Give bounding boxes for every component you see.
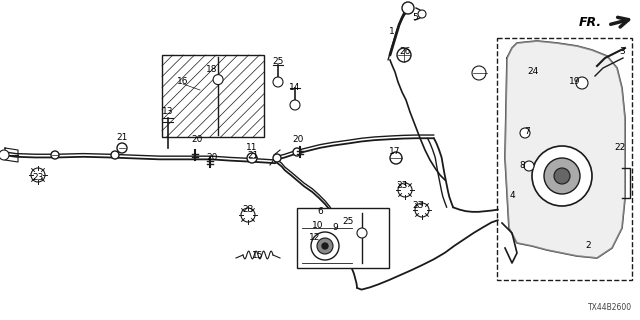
Circle shape [213, 75, 223, 84]
Text: 23: 23 [32, 173, 44, 182]
Circle shape [398, 183, 412, 197]
Circle shape [293, 148, 301, 156]
Circle shape [317, 238, 333, 254]
Text: 12: 12 [309, 234, 321, 243]
Circle shape [576, 77, 588, 89]
Text: 19: 19 [569, 77, 580, 86]
Text: 2: 2 [585, 241, 591, 250]
Circle shape [290, 100, 300, 110]
Text: 24: 24 [527, 68, 539, 76]
Text: 21: 21 [116, 133, 128, 142]
Circle shape [402, 2, 414, 14]
Circle shape [357, 228, 367, 238]
Text: 23: 23 [396, 180, 408, 189]
Text: 4: 4 [509, 190, 515, 199]
Polygon shape [505, 41, 625, 258]
Text: 1: 1 [389, 28, 395, 36]
Text: 10: 10 [312, 220, 324, 229]
Circle shape [418, 10, 426, 18]
Circle shape [247, 153, 257, 163]
Text: 7: 7 [524, 127, 530, 137]
Circle shape [390, 152, 402, 164]
Text: TX44B2600: TX44B2600 [588, 303, 632, 312]
Circle shape [311, 232, 339, 260]
Circle shape [51, 151, 59, 159]
Text: 14: 14 [289, 84, 301, 92]
Text: 23: 23 [243, 205, 253, 214]
Bar [297, 208, 389, 268]
Circle shape [241, 208, 255, 222]
Circle shape [397, 48, 411, 62]
Text: 9: 9 [332, 223, 338, 233]
Text: 17: 17 [389, 148, 401, 156]
Circle shape [117, 143, 127, 153]
Circle shape [111, 151, 119, 159]
Circle shape [544, 158, 580, 194]
Bar [162, 55, 264, 137]
Text: 3: 3 [619, 47, 625, 57]
Text: 6: 6 [317, 207, 323, 217]
Text: 22: 22 [614, 143, 626, 153]
Text: 16: 16 [177, 77, 189, 86]
Text: 11: 11 [246, 143, 258, 153]
Text: 25: 25 [342, 218, 354, 227]
Bar [497, 38, 632, 280]
Text: 25: 25 [272, 58, 284, 67]
Text: 18: 18 [206, 66, 218, 75]
Circle shape [322, 243, 328, 249]
Circle shape [520, 128, 530, 138]
Circle shape [273, 77, 283, 87]
Text: 20: 20 [191, 135, 203, 145]
Circle shape [524, 161, 534, 171]
Circle shape [0, 150, 9, 160]
Circle shape [532, 146, 592, 206]
Circle shape [31, 168, 45, 182]
Circle shape [415, 203, 429, 217]
Text: 15: 15 [252, 251, 264, 260]
Text: 26: 26 [399, 47, 411, 57]
Circle shape [472, 66, 486, 80]
Circle shape [273, 154, 281, 162]
Text: 20: 20 [292, 135, 304, 145]
Circle shape [554, 168, 570, 184]
Text: FR.: FR. [579, 15, 602, 28]
Text: 20: 20 [206, 154, 218, 163]
Text: 13: 13 [163, 108, 173, 116]
Text: 21: 21 [247, 150, 259, 159]
Text: 8: 8 [519, 161, 525, 170]
Text: 23: 23 [412, 201, 424, 210]
Text: 5: 5 [412, 13, 418, 22]
